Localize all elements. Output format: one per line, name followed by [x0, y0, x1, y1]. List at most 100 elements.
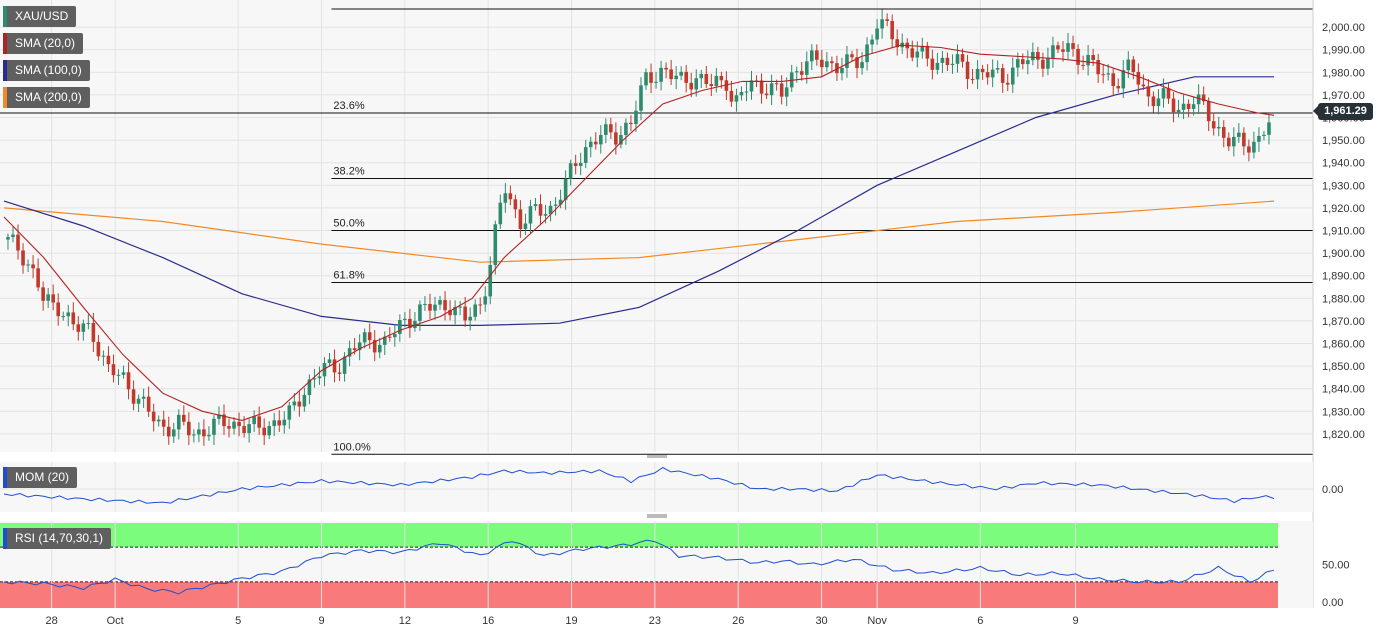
candle-up	[714, 75, 719, 87]
candle-down	[1021, 59, 1025, 65]
candle-up	[794, 71, 799, 73]
candle-up	[272, 420, 277, 427]
candle-up	[327, 359, 332, 364]
candle-up	[136, 398, 141, 404]
sma-20-path	[3, 44, 1275, 421]
candle-down	[1166, 88, 1171, 99]
candle-down	[684, 71, 688, 83]
sma100-legend[interactable]: SMA (100,0)	[3, 60, 90, 81]
candle-up	[267, 426, 272, 436]
rsi-path	[3, 539, 1275, 595]
candle-up	[749, 80, 754, 92]
rsi-line	[3, 539, 1275, 595]
candle-down	[1036, 51, 1040, 60]
candle-up	[66, 312, 71, 317]
candle-up	[433, 304, 437, 311]
candle-down	[277, 420, 282, 426]
momentum-legend[interactable]: MOM (20)	[3, 467, 77, 488]
rsi-bands	[0, 523, 1278, 608]
candle-up	[11, 234, 15, 238]
candle-up	[950, 63, 955, 66]
candle-down	[227, 426, 231, 429]
time-tick-label: 5	[235, 615, 241, 627]
candle-up	[1257, 135, 1261, 142]
price-tick-label: 1,990.00	[1322, 45, 1365, 57]
candle-down	[573, 163, 578, 167]
sma200-legend[interactable]: SMA (200,0)	[3, 87, 90, 108]
candle-up	[503, 193, 508, 203]
sma-200-line	[3, 200, 1275, 263]
candle-down	[664, 67, 668, 70]
fib-level-label: 50.0%	[333, 218, 364, 230]
candle-down	[222, 414, 226, 427]
candle-down	[1206, 101, 1211, 122]
time-tick-label: 19	[565, 615, 577, 627]
price-panel[interactable]: 23.6% 38.2% 50.0% 61.8% 100.0% 1,820.00 1,830…	[0, 0, 1365, 608]
sma-100-path	[3, 76, 1274, 326]
candle-up	[543, 214, 548, 216]
momentum-panel-background	[0, 462, 1313, 512]
price-tick-label: 1,900.00	[1322, 248, 1365, 260]
rsi-panel[interactable]: 0.00 50.00	[0, 521, 1350, 609]
candle-up	[1216, 126, 1221, 129]
momentum-line	[3, 466, 1275, 504]
candle-up	[393, 333, 397, 338]
candle-down	[478, 304, 483, 306]
candle-down	[151, 411, 156, 422]
candle-down	[41, 287, 45, 301]
candle-down	[202, 429, 206, 437]
candle-up	[217, 414, 221, 419]
sma200-label: SMA (200,0)	[15, 90, 82, 104]
candle-down	[513, 199, 518, 210]
candle-down	[895, 39, 900, 48]
candle-up	[468, 316, 472, 321]
rsi-label: RSI (14,70,30,1)	[15, 531, 104, 545]
candle-down	[960, 54, 965, 62]
time-tick-label: 28	[46, 615, 58, 627]
sma100-label: SMA (100,0)	[15, 63, 82, 77]
candle-up	[1232, 136, 1236, 147]
candle-down	[1000, 68, 1005, 83]
candle-down	[729, 90, 734, 102]
time-tick-label: 12	[399, 615, 411, 627]
momentum-panel[interactable]: 0.00	[0, 462, 1343, 512]
fib-level-label: 23.6%	[333, 100, 364, 112]
candle-down	[774, 83, 779, 85]
time-tick-label: Oct	[107, 615, 124, 627]
candle-down	[1226, 137, 1231, 147]
time-tick-label: 30	[815, 615, 827, 627]
candle-down	[609, 124, 613, 133]
candle-up	[523, 223, 528, 230]
sma20-legend[interactable]: SMA (20,0)	[3, 33, 84, 54]
rsi-legend[interactable]: RSI (14,70,30,1)	[3, 528, 112, 549]
fib-level-label: 100.0%	[333, 441, 371, 453]
candle-up	[362, 332, 367, 343]
candle-up	[1106, 73, 1111, 75]
candle-up	[26, 264, 30, 266]
candle-up	[588, 141, 593, 148]
momentum-path	[3, 466, 1275, 504]
momentum-tick-label: 0.00	[1322, 484, 1343, 496]
candle-up	[287, 405, 292, 420]
candle-down	[1101, 74, 1105, 76]
candle-down	[764, 93, 769, 96]
panel-resize-handles[interactable]	[647, 454, 667, 518]
candle-down	[443, 300, 447, 311]
candle-down	[1111, 73, 1116, 87]
candle-up	[679, 71, 683, 76]
candle-up	[1126, 59, 1131, 71]
candle-down	[237, 421, 241, 427]
candle-up	[101, 355, 106, 357]
candle-down	[36, 268, 40, 288]
momentum-swatch	[3, 467, 7, 488]
symbol-legend[interactable]: XAU/USD	[3, 6, 77, 27]
candle-up	[845, 54, 849, 68]
candle-up	[870, 39, 874, 45]
candle-down	[131, 389, 136, 404]
candle-up	[312, 378, 317, 380]
price-tick-label: 1,840.00	[1322, 384, 1365, 396]
candle-down	[367, 332, 372, 341]
candle-down	[387, 336, 392, 338]
candle-down	[614, 132, 618, 145]
